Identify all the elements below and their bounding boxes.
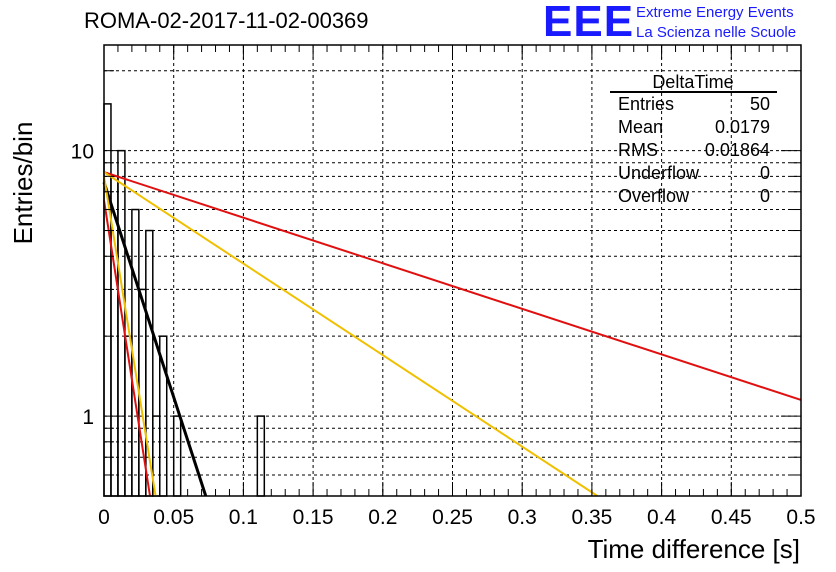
stats-value: 0.01864 (705, 140, 770, 160)
stats-label: Mean (618, 117, 663, 137)
stats-label: RMS (618, 140, 658, 160)
chart-title: ROMA-02-2017-11-02-00369 (84, 8, 369, 33)
stats-name: DeltaTime (652, 72, 733, 92)
fit-curve (103, 171, 599, 497)
tick-labels: 0 0.05 0.1 0.15 0.2 0.25 0.3 0.35 0.4 0.45 0.5 1 10 (71, 141, 816, 529)
stats-label: Overflow (618, 186, 690, 206)
fit-curves (102, 171, 802, 497)
axis-ticks (103, 45, 802, 497)
x-tick-label: 0.3 (508, 506, 537, 529)
stats-value: 0 (760, 186, 770, 206)
fit-curve (103, 171, 802, 401)
stats-box: DeltaTime Entries 50 Mean 0.0179 RMS 0.01864U… (610, 72, 777, 206)
x-tick-label: 0.35 (571, 506, 612, 529)
stats-value: 50 (750, 94, 770, 114)
fit-curve (103, 200, 151, 497)
stats-label: Entries (618, 94, 674, 114)
y-tick-label: 10 (71, 141, 94, 164)
x-tick-label: 0.1 (229, 506, 258, 529)
x-tick-label: 0.4 (647, 506, 677, 529)
y-axis-title: Entries/bin (8, 122, 38, 245)
stats-value: 0.0179 (715, 117, 770, 137)
x-tick-label: 0.2 (368, 506, 397, 529)
logo-caption-line2: La Scienza nelle Scuole (636, 24, 797, 41)
x-tick-label: 0.45 (711, 506, 752, 529)
y-tick-label: 1 (82, 406, 94, 429)
x-tick-label: 0.25 (432, 506, 473, 529)
x-axis-title: Time difference [s] (588, 534, 800, 564)
logo-caption: Extreme Energy Events La Scienza nelle S… (636, 3, 796, 43)
fit-curve (103, 176, 157, 497)
x-tick-label: 0 (98, 506, 110, 529)
fit-curve (102, 181, 208, 497)
logo-caption-line1: Extreme Energy Events (636, 4, 794, 21)
x-tick-label: 0.15 (293, 506, 334, 529)
stats-value: 0 (760, 163, 770, 183)
stats-label: Underflow (618, 163, 700, 183)
eee-logo: EEE (543, 0, 635, 46)
x-tick-label: 0.5 (786, 506, 815, 529)
x-tick-label: 0.05 (153, 506, 194, 529)
grid-lines (104, 45, 801, 497)
